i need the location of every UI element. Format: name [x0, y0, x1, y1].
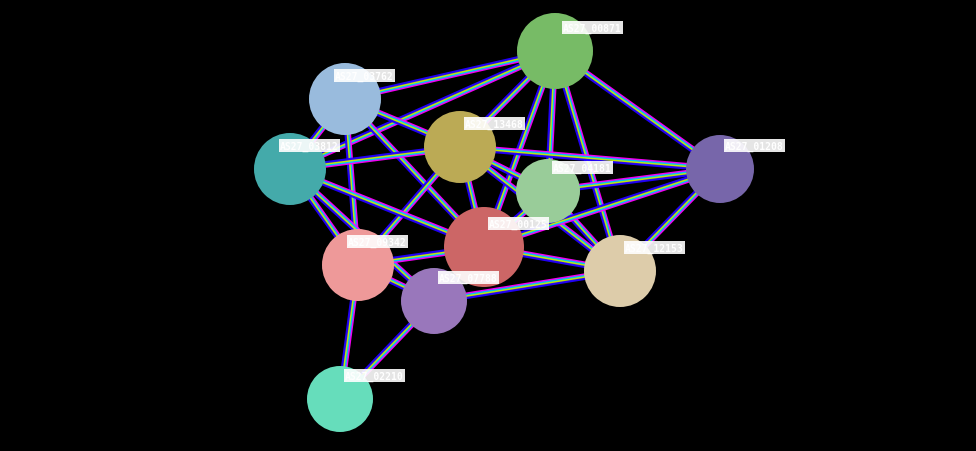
Text: AS27_00871: AS27_00871 [563, 24, 622, 34]
Text: AS27_13468: AS27_13468 [465, 120, 524, 130]
Text: AS27_03812: AS27_03812 [280, 142, 339, 152]
Text: AS27_07788: AS27_07788 [439, 273, 498, 283]
Text: AS27_03762: AS27_03762 [335, 72, 393, 82]
Text: AS27_04181: AS27_04181 [553, 163, 612, 174]
Circle shape [254, 133, 326, 206]
Circle shape [309, 64, 381, 136]
Text: AS27_02210: AS27_02210 [345, 371, 404, 381]
Text: AS27_12153: AS27_12153 [625, 243, 684, 253]
Text: AS27_09342: AS27_09342 [348, 237, 407, 248]
Circle shape [307, 366, 373, 432]
Circle shape [424, 112, 496, 184]
Circle shape [517, 14, 593, 90]
Circle shape [584, 235, 656, 307]
Text: AS27_01208: AS27_01208 [725, 142, 784, 152]
Circle shape [686, 136, 754, 203]
Circle shape [322, 230, 394, 301]
Circle shape [401, 268, 467, 334]
Text: AS27_00125: AS27_00125 [489, 219, 548, 230]
Circle shape [516, 160, 580, 224]
Circle shape [444, 207, 524, 287]
